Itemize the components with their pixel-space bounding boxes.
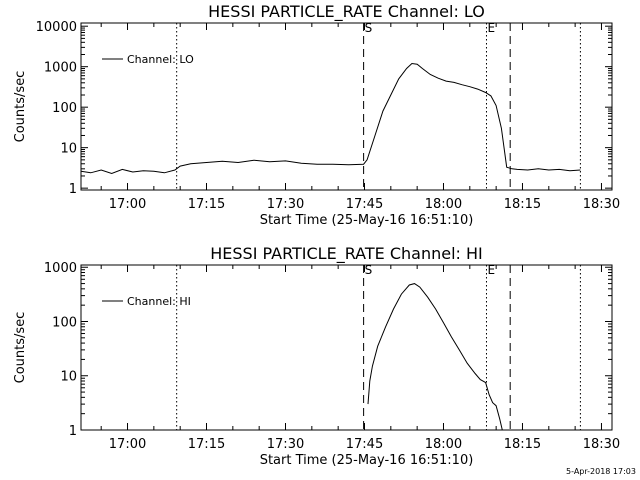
- x-tick-label: 17:30: [267, 197, 304, 212]
- series-line: [367, 283, 503, 431]
- footer-timestamp: 5-Apr-2018 17:03: [566, 467, 636, 476]
- y-tick-label: 100: [52, 315, 77, 330]
- x-tick-label: 17:15: [188, 197, 225, 212]
- x-tick-label: 18:00: [425, 197, 462, 212]
- marker-label: S: [365, 263, 373, 277]
- plot-frame: [80, 22, 613, 191]
- y-tick-label: 1: [69, 424, 77, 439]
- hi-channel-plot: HESSI PARTICLE_RATE Channel: HI 17:00 17:1…: [13, 244, 620, 468]
- y-tick-label: 1000: [44, 61, 77, 76]
- x-tick-label: 17:15: [188, 437, 225, 452]
- x-tick-label: 18:15: [504, 437, 541, 452]
- marker-label: S: [365, 21, 373, 35]
- y-tick-label: 10: [60, 370, 77, 385]
- x-tick-label: 17:00: [109, 437, 146, 452]
- x-axis-label: Start Time (25-May-16 16:51:10): [260, 213, 474, 228]
- x-tick-label: 18:15: [504, 197, 541, 212]
- x-tick-label: 17:45: [346, 197, 383, 212]
- x-tick-label: 17:00: [109, 197, 146, 212]
- lo-channel-plot: HESSI PARTICLE_RATE Channel: LO 17:00 17:1…: [13, 2, 620, 228]
- y-tick-label: 10: [60, 142, 77, 157]
- legend-label: Channel: HI: [127, 295, 191, 308]
- y-tick-label: 1: [69, 182, 77, 197]
- y-axis-label: Counts/sec: [13, 71, 28, 143]
- x-tick-label: 18:00: [425, 437, 462, 452]
- marker-label: E: [487, 263, 495, 277]
- x-axis-label: Start Time (25-May-16 16:51:10): [260, 453, 474, 468]
- plot-title: HESSI PARTICLE_RATE Channel: HI: [210, 244, 483, 264]
- x-tick-label: 18:30: [583, 197, 620, 212]
- legend-label: Channel: LO: [127, 53, 194, 66]
- x-tick-label: 18:30: [583, 437, 620, 452]
- y-axis-label: Counts/sec: [13, 312, 28, 384]
- plot-frame: [80, 264, 613, 431]
- y-tick-label: 100: [52, 101, 77, 116]
- y-tick-label: 1000: [44, 261, 77, 276]
- x-tick-label: 17:30: [267, 437, 304, 452]
- x-tick-label: 17:45: [346, 437, 383, 452]
- marker-label: E: [487, 21, 495, 35]
- y-tick-label: 10000: [36, 20, 77, 35]
- series-line: [80, 62, 581, 175]
- plot-title: HESSI PARTICLE_RATE Channel: LO: [208, 2, 485, 22]
